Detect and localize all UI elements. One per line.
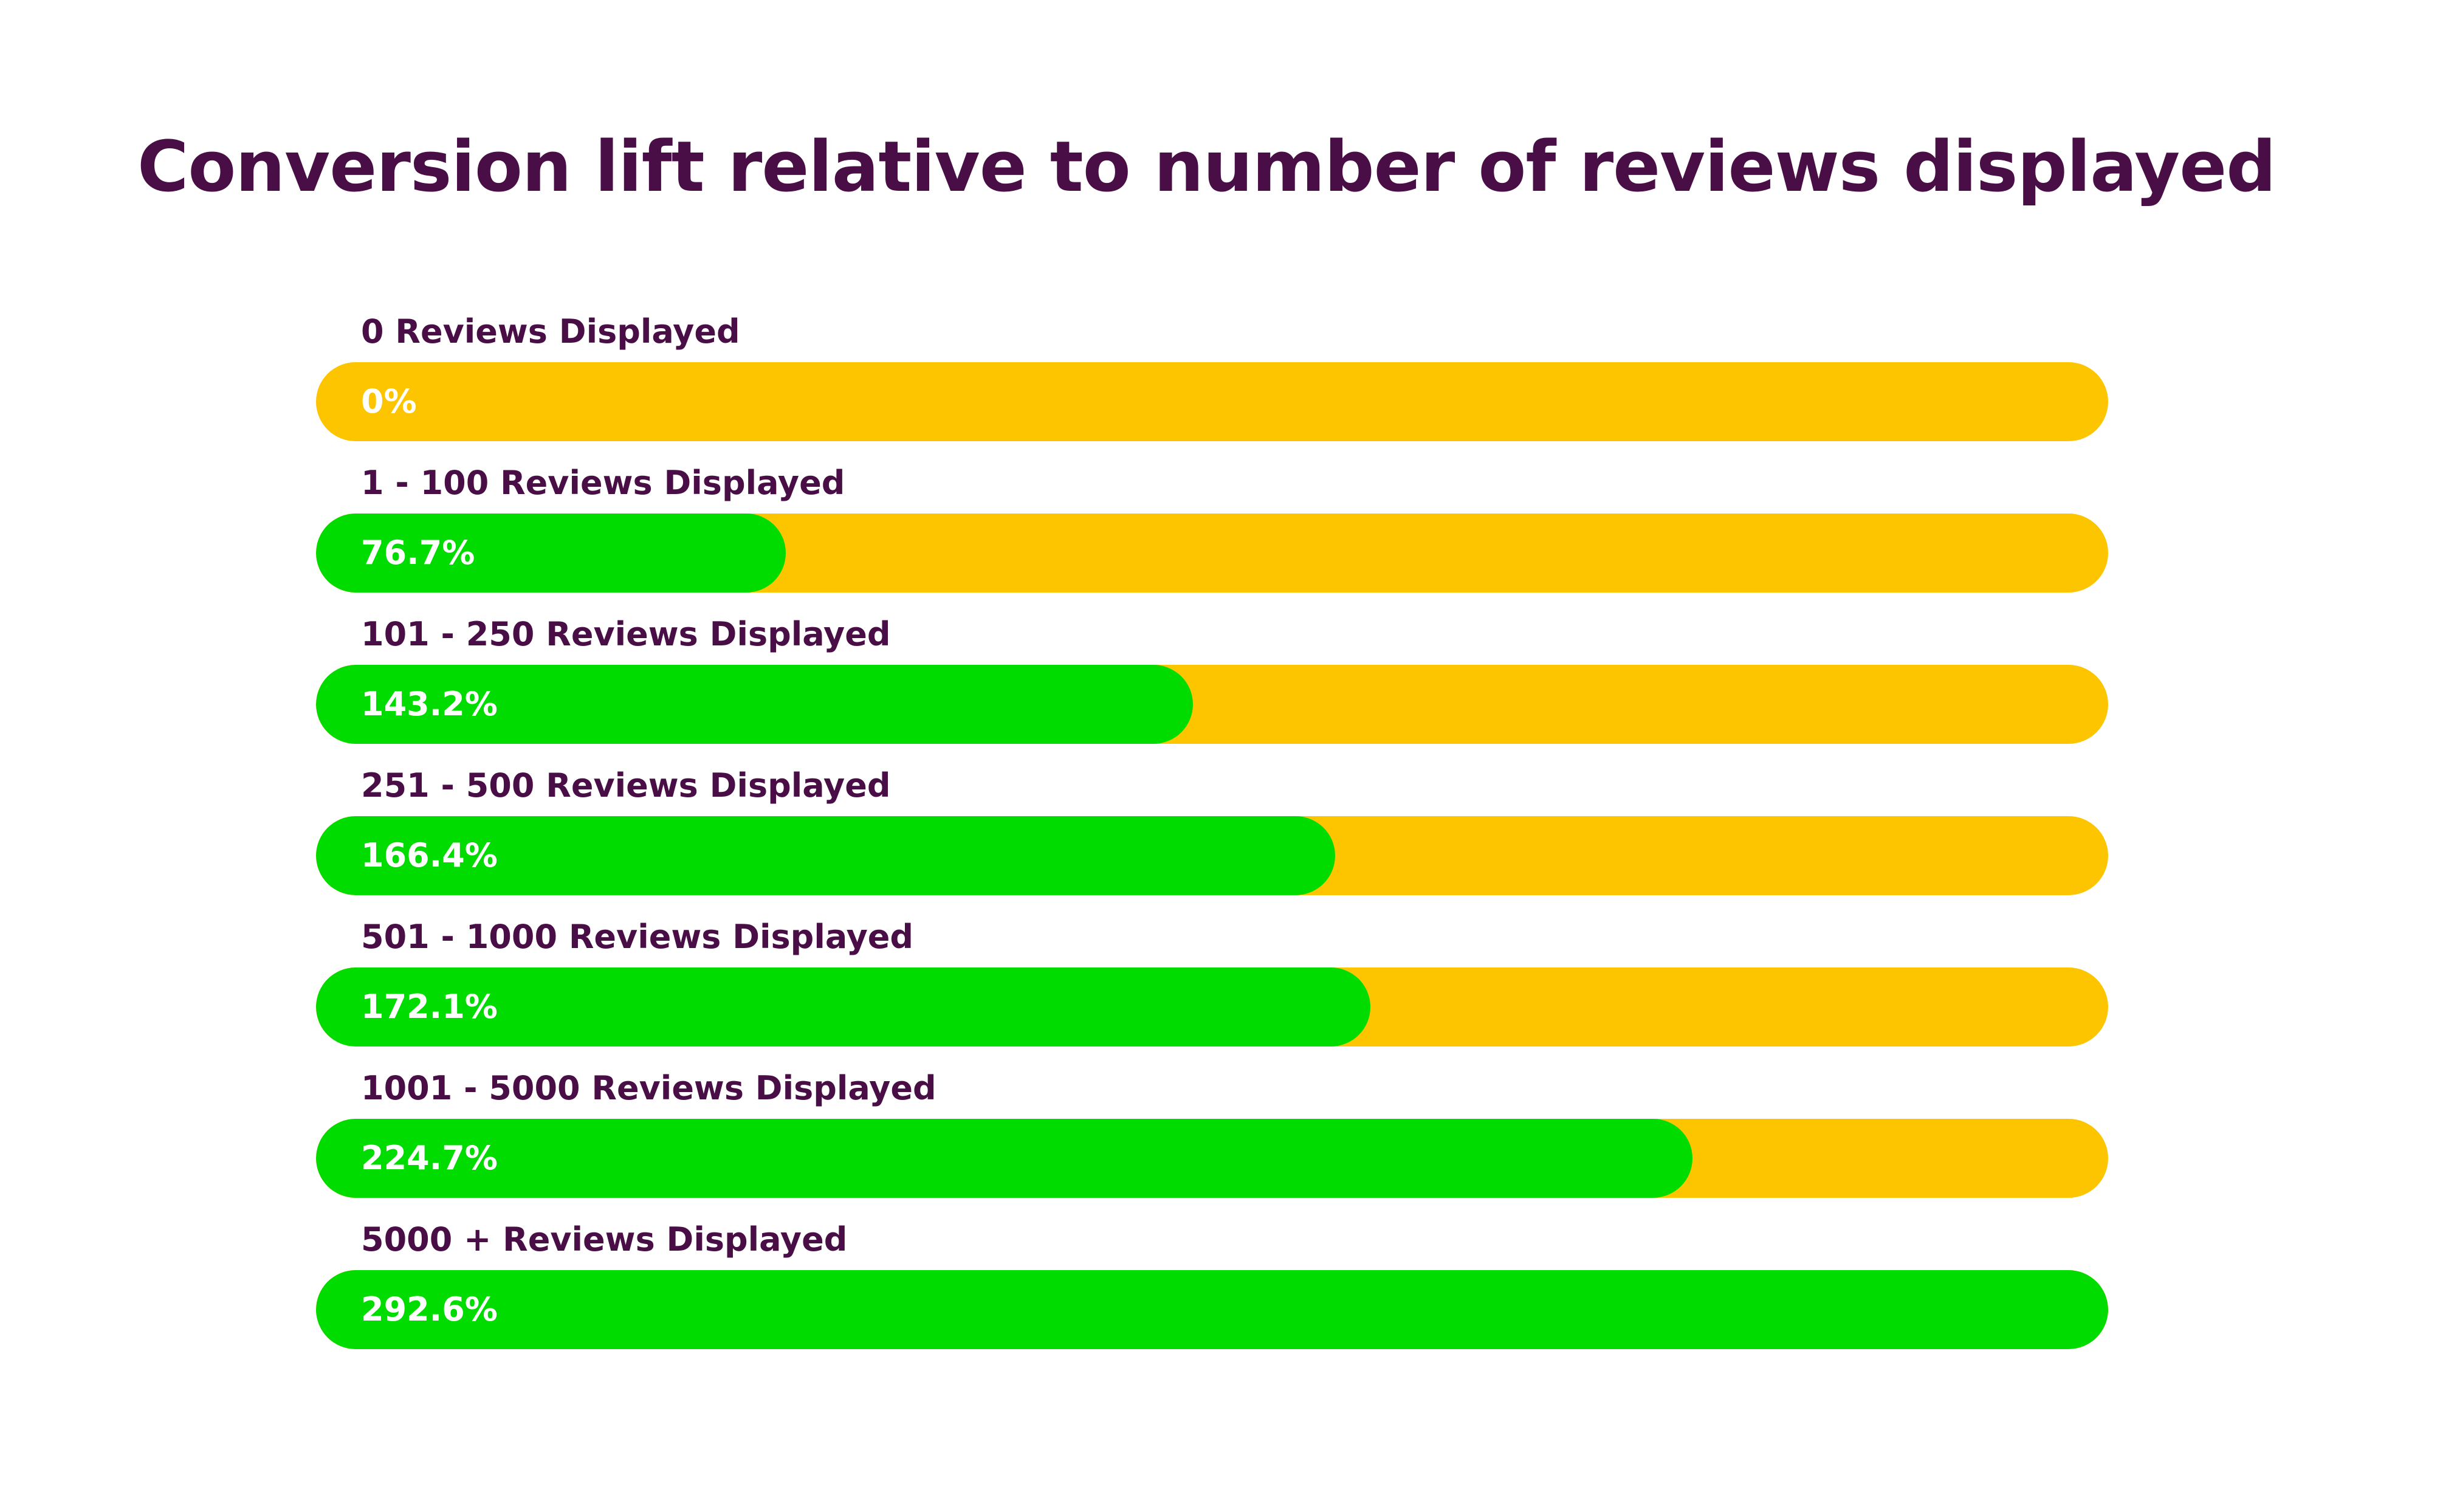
category-label: 1001 - 5000 Reviews Displayed [361,1069,936,1107]
bar-fill [316,665,1194,744]
bar-fill [316,514,786,593]
category-label: 5000 + Reviews Displayed [361,1220,848,1259]
bar-value-label: 224.7% [361,1139,498,1177]
bar-track: 76.7% [316,514,2108,593]
category-label: 501 - 1000 Reviews Displayed [361,918,914,956]
category-label: 1 - 100 Reviews Displayed [361,464,845,502]
bar-track: 0% [316,362,2108,441]
bar-value-label: 292.6% [361,1290,498,1328]
bar-track: 166.4% [316,816,2108,895]
bar-fill [316,1270,2108,1349]
category-label: 101 - 250 Reviews Displayed [361,615,891,653]
category-label: 0 Reviews Displayed [361,312,740,351]
bar-fill [316,967,1370,1046]
bar-fill [316,816,1336,895]
category-label: 251 - 500 Reviews Displayed [361,766,891,805]
bar-track: 143.2% [316,665,2108,744]
bar-track: 292.6% [316,1270,2108,1349]
chart-title: Conversion lift relative to number of re… [137,126,2276,208]
bar-fill [316,1119,1692,1198]
bar-value-label: 172.1% [361,988,498,1026]
bar-track: 172.1% [316,967,2108,1046]
bar-value-label: 166.4% [361,836,498,875]
bar-value-label: 0% [361,382,417,421]
bar-track: 224.7% [316,1119,2108,1198]
bar-value-label: 143.2% [361,685,498,723]
bar-value-label: 76.7% [361,534,475,572]
